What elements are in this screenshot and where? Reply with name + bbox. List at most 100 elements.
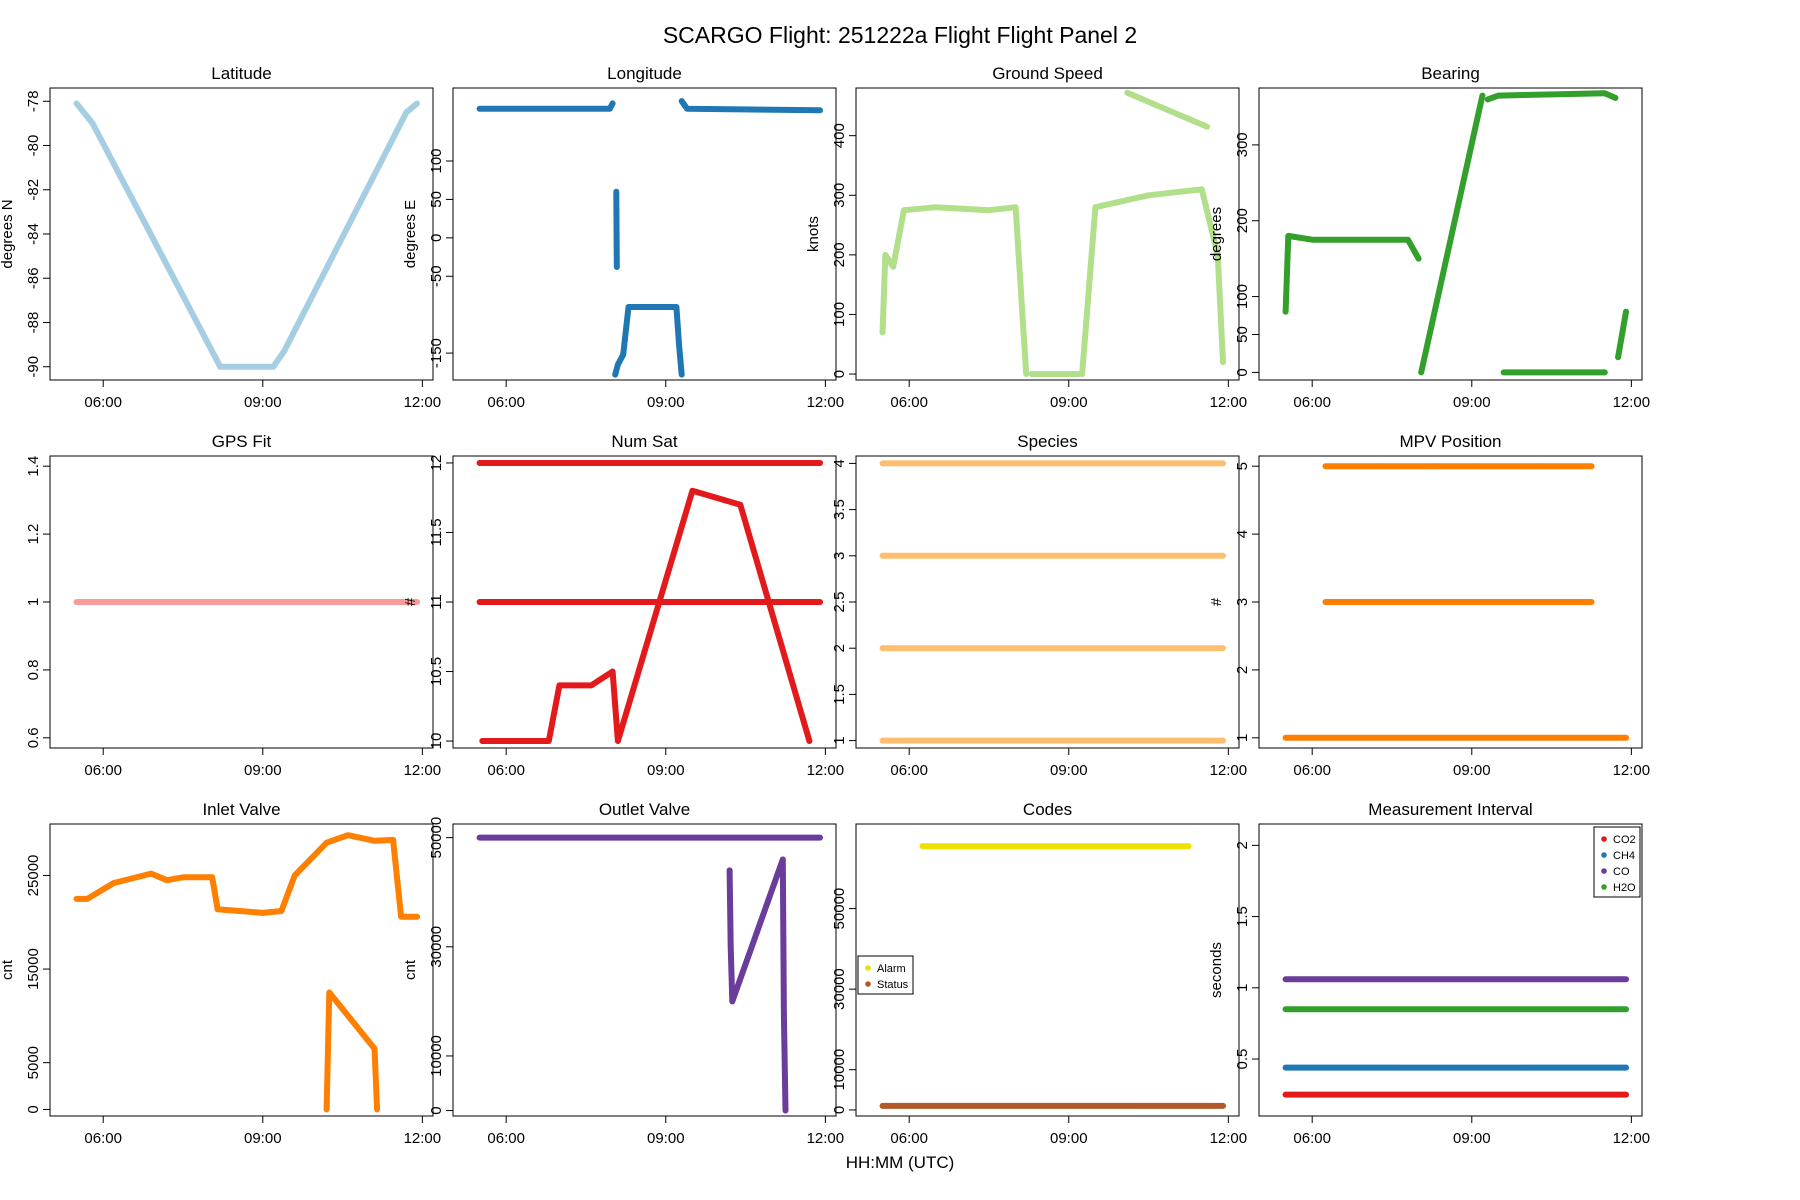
x-tick-label: 06:00 — [487, 394, 525, 411]
series-2 — [678, 98, 823, 114]
data-point — [545, 738, 552, 744]
data-point — [1612, 95, 1619, 101]
data-point — [879, 552, 886, 559]
y-tick-label: 11.5 — [428, 518, 445, 546]
panel-title: Outlet Valve — [599, 800, 690, 819]
data-point — [975, 843, 982, 849]
data-point — [882, 252, 889, 258]
data-point — [781, 1012, 787, 1018]
legend-label: CO — [1613, 866, 1630, 878]
data-point — [1145, 192, 1152, 199]
plot-frame — [855, 455, 1240, 749]
data-point — [270, 363, 277, 370]
data-point — [1415, 255, 1422, 262]
data-point — [1623, 308, 1629, 315]
y-tick-label: 4 — [1234, 530, 1251, 538]
legend-label: CH4 — [1613, 850, 1635, 862]
series-3 — [1484, 90, 1619, 103]
data-point — [1282, 1091, 1289, 1098]
data-point — [1132, 843, 1139, 849]
y-tick-label: 1.5 — [831, 684, 848, 705]
series-2 — [323, 989, 381, 1113]
data-point — [1479, 92, 1486, 99]
y-tick-label: -78 — [25, 90, 42, 112]
y-tick-label: 50 — [1234, 326, 1251, 343]
y-tick-label: 100 — [1234, 284, 1251, 309]
y-tick-label: 2 — [1234, 666, 1251, 674]
data-point — [1322, 463, 1329, 469]
data-point — [986, 207, 992, 213]
data-point — [1623, 976, 1629, 983]
y-tick-label: 0 — [428, 234, 445, 242]
panel-9: Inlet Valve 06:00 09:00 12:00 0 5000 15000 2500… — [0, 800, 441, 1147]
y-tick-label: 100 — [831, 302, 848, 327]
x-tick-label: 12:00 — [1613, 1130, 1651, 1147]
data-point — [879, 1103, 886, 1109]
data-point — [323, 1106, 330, 1113]
x-tick-label: 09:00 — [647, 1130, 685, 1147]
x-tick-label: 06:00 — [1293, 1130, 1331, 1147]
x-tick-label: 12:00 — [404, 762, 442, 779]
y-tick-label: 300 — [831, 183, 848, 208]
y-tick-label: 0 — [25, 1105, 42, 1113]
legend-label: CO2 — [1613, 834, 1636, 846]
panel-title: Species — [1017, 432, 1077, 451]
panel-5: GPS Fit 06:00 09:00 12:00 0.6 0.8 1 1.2 1.4 — [25, 432, 441, 779]
legend-marker — [865, 965, 871, 971]
y-tick-label: 2 — [831, 644, 848, 652]
data-point — [1535, 463, 1542, 469]
data-point — [1623, 1064, 1629, 1071]
x-tick-label: 09:00 — [1050, 762, 1088, 779]
data-point — [817, 107, 823, 114]
y-tick-label: 2.5 — [831, 592, 848, 613]
y-tick-label: 1 — [1234, 734, 1251, 742]
data-point — [729, 998, 736, 1005]
y-tick-label: 1 — [25, 598, 42, 606]
data-point — [73, 599, 80, 605]
x-tick-label: 09:00 — [244, 394, 282, 411]
legend: Alarm Status — [857, 955, 914, 995]
x-tick-label: 06:00 — [84, 394, 122, 411]
data-point — [780, 856, 786, 863]
y-tick-label: 1.4 — [25, 456, 42, 477]
y-tick-label: 0 — [831, 1106, 848, 1114]
data-point — [1185, 843, 1192, 849]
y-axis-label: degrees N — [0, 199, 16, 268]
x-tick-label: 06:00 — [890, 394, 928, 411]
panel-4: Bearing 06:00 09:00 12:00 0 50 100 200 300 degree… — [1208, 64, 1650, 411]
series-1 — [73, 100, 420, 370]
data-point — [214, 906, 221, 912]
data-point — [1474, 463, 1480, 469]
data-point — [1601, 369, 1608, 376]
y-tick-label: 1.5 — [1234, 906, 1251, 927]
data-point — [1023, 371, 1030, 377]
data-point — [1092, 204, 1099, 210]
y-axis-label: cnt — [0, 959, 16, 980]
plot-frame — [855, 87, 1240, 381]
data-point — [1028, 371, 1035, 377]
x-tick-label: 12:00 — [404, 394, 442, 411]
data-point — [673, 304, 680, 310]
y-tick-label: 300 — [1234, 132, 1251, 157]
y-tick-label: 1 — [1234, 984, 1251, 992]
data-point — [1623, 1091, 1629, 1098]
data-point — [374, 1106, 380, 1113]
y-tick-label: -80 — [25, 135, 42, 157]
data-point — [1474, 599, 1480, 605]
data-point — [901, 207, 907, 213]
x-tick-label: 12:00 — [807, 1130, 845, 1147]
data-point — [1588, 599, 1595, 605]
y-tick-label: -150 — [428, 338, 445, 368]
legend-marker — [1601, 884, 1607, 890]
x-tick-label: 09:00 — [647, 394, 685, 411]
data-point — [599, 105, 605, 112]
data-point — [476, 460, 483, 466]
y-tick-label: 50 — [428, 191, 445, 208]
plot-frame — [452, 823, 837, 1117]
panel-title: Inlet Valve — [202, 800, 280, 819]
y-tick-label: 2 — [1234, 841, 1251, 849]
data-point — [620, 351, 627, 358]
x-tick-label: 06:00 — [84, 1130, 122, 1147]
y-tick-label: -82 — [25, 179, 42, 201]
